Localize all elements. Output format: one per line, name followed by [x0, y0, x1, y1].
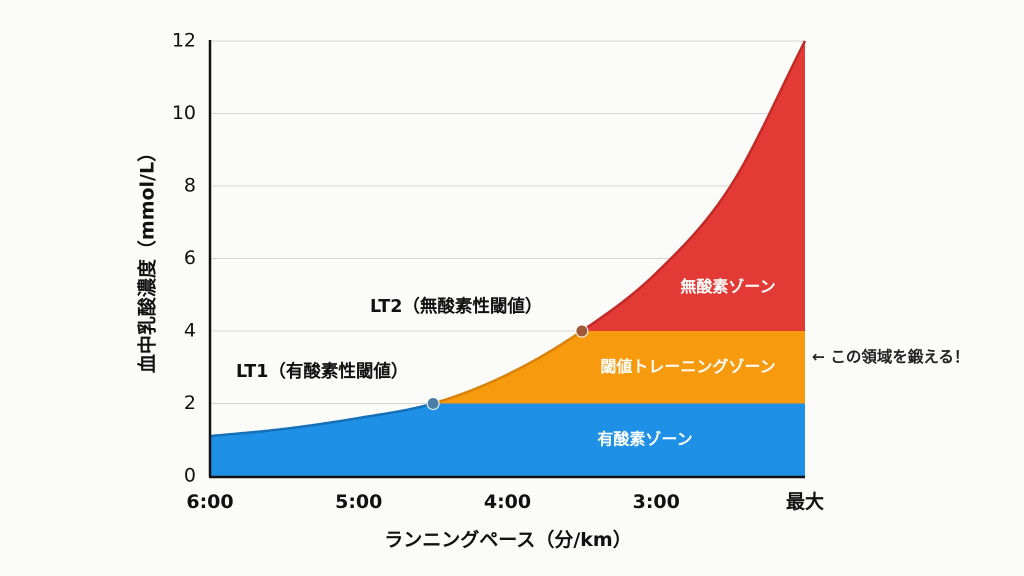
x-axis-label: ランニングペース（分/km）: [384, 528, 631, 551]
zone-area-1: [210, 331, 805, 404]
y-tick-6: 12: [172, 30, 196, 52]
zone-annotation: ← この領域を鍛える！: [812, 347, 969, 366]
curve-segment-0: [209, 402, 434, 438]
threshold-point-0: [426, 397, 440, 410]
threshold-points: LT1（有酸素性閾値） LT2（無酸素性閾値）: [236, 296, 589, 410]
y-tick-labels: 0 2 4 6 8 10 12: [172, 30, 196, 487]
zone-label-2: 無酸素ゾーン: [680, 277, 775, 296]
y-tick-4: 8: [184, 175, 196, 197]
axes: [208, 40, 805, 479]
y-tick-2: 4: [184, 320, 196, 342]
zone-label-1: 閾値トレーニングゾーン: [600, 357, 775, 376]
x-tick-1: 5:00: [335, 491, 382, 513]
zone-area-0: [210, 403, 805, 476]
zone-labels: 有酸素ゾーン 閾値トレーニングゾーン 無酸素ゾーン: [597, 277, 775, 448]
y-tick-5: 10: [172, 102, 196, 124]
threshold-label-1: LT2（無酸素性閾値）: [370, 296, 542, 317]
y-axis-label: 血中乳酸濃度（mmol/L）: [136, 143, 159, 373]
zone-label-0: 有酸素ゾーン: [597, 429, 692, 448]
x-tick-0: 6:00: [186, 491, 233, 513]
threshold-label-0: LT1（有酸素性閾値）: [236, 361, 408, 382]
curve-segment-1: [432, 329, 583, 405]
x-tick-4: 最大: [786, 490, 824, 513]
y-tick-3: 6: [184, 247, 196, 269]
threshold-point-1: [575, 324, 589, 338]
x-tick-labels: 6:00 5:00 4:00 3:00 最大: [186, 490, 824, 513]
x-tick-3: 3:00: [633, 491, 680, 513]
x-tick-2: 4:00: [484, 491, 531, 513]
curve-segment-2: [581, 40, 807, 333]
y-tick-1: 2: [184, 392, 196, 414]
y-tick-0: 0: [184, 465, 196, 487]
zone-areas: [209, 40, 807, 476]
zone-area-2: [210, 41, 805, 331]
